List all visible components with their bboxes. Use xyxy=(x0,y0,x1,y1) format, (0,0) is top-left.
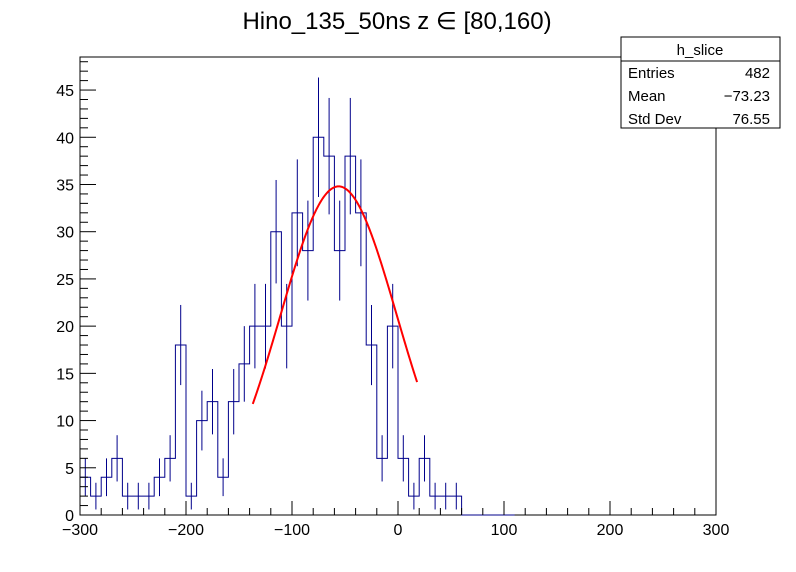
y-tick-label: 20 xyxy=(56,319,74,336)
stats-box: h_slice Entries 482 Mean −73.23 Std Dev … xyxy=(620,36,781,129)
y-tick-label: 0 xyxy=(65,508,74,525)
x-tick-label: −200 xyxy=(168,522,204,539)
histogram-outline xyxy=(80,136,515,516)
stats-entries-value: 482 xyxy=(745,65,770,82)
y-tick-label: 5 xyxy=(65,461,74,478)
y-tick-label: 35 xyxy=(56,177,74,194)
gaussian-fit-curve xyxy=(251,185,419,405)
stats-stddev-label: Std Dev xyxy=(628,111,682,128)
x-tick-label: 100 xyxy=(491,522,518,539)
y-tick-label: 45 xyxy=(56,83,74,100)
x-tick-label: 300 xyxy=(703,522,730,539)
x-tick-label: 0 xyxy=(394,522,403,539)
y-tick-label: 25 xyxy=(56,272,74,289)
stats-entries-label: Entries xyxy=(628,65,675,82)
x-tick-label: −100 xyxy=(274,522,310,539)
y-tick-label: 10 xyxy=(56,414,74,431)
stats-stddev-value: 76.55 xyxy=(732,111,770,128)
fit-layer xyxy=(251,185,419,405)
histogram-layer xyxy=(80,77,515,516)
y-tick-label: 40 xyxy=(56,130,74,147)
axes: −300 −200 −100 0 100 200 300 0 5 10 15 20 25 30 35 40 45 xyxy=(56,61,730,539)
chart-title: Hino_135_50ns z ∈ [80,160) xyxy=(242,8,551,35)
stats-mean-value: −73.23 xyxy=(724,88,770,105)
y-tick-label: 30 xyxy=(56,225,74,242)
stats-box-title: h_slice xyxy=(677,42,724,59)
x-tick-label: −300 xyxy=(62,522,98,539)
stats-box-frame xyxy=(620,36,781,129)
stats-mean-label: Mean xyxy=(628,88,666,105)
y-tick-label: 15 xyxy=(56,366,74,383)
x-tick-label: 200 xyxy=(597,522,624,539)
